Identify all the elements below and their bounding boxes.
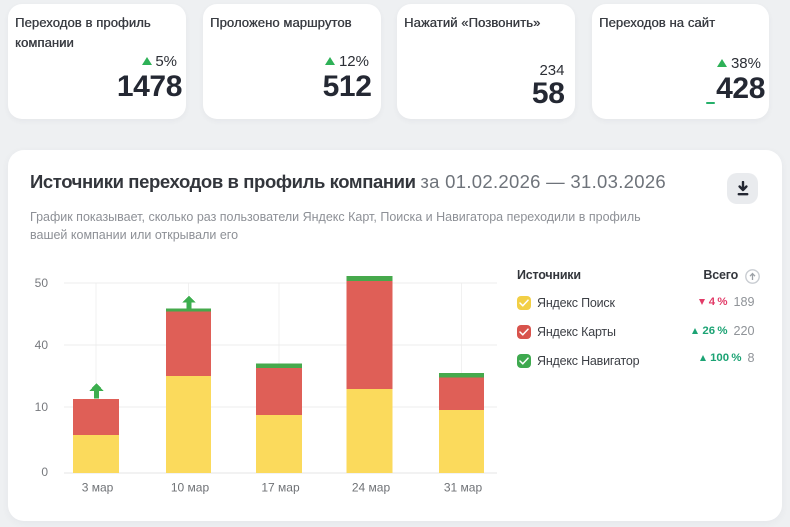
svg-text:3 мар: 3 мар bbox=[82, 481, 114, 495]
svg-text:10: 10 bbox=[35, 400, 49, 414]
svg-text:40: 40 bbox=[35, 338, 49, 352]
svg-text:0: 0 bbox=[41, 465, 48, 479]
svg-text:24 мар: 24 мар bbox=[352, 481, 391, 495]
svg-text:50: 50 bbox=[35, 276, 49, 290]
svg-text:31 мар: 31 мар bbox=[444, 481, 483, 495]
svg-text:10 мар: 10 мар bbox=[171, 481, 210, 495]
svg-text:17 мар: 17 мар bbox=[261, 481, 300, 495]
